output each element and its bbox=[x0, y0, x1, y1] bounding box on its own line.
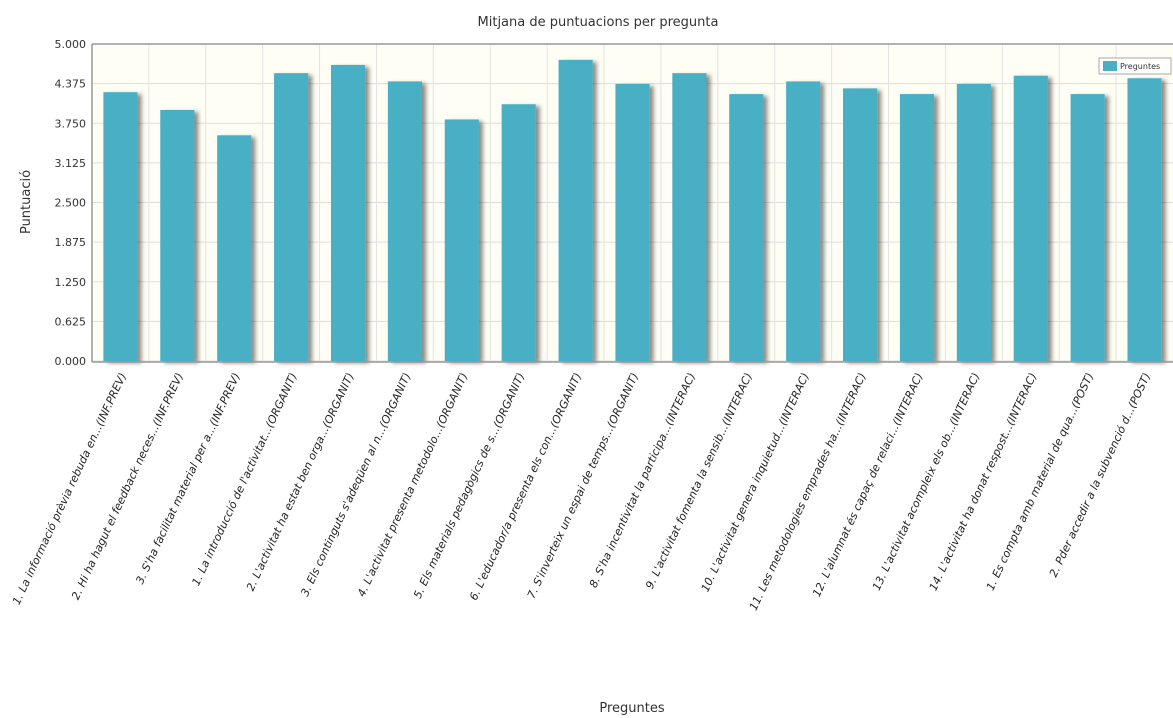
x-tick-label: 1. La introducció de l'activitat...(ORGA… bbox=[189, 371, 299, 588]
bar[interactable] bbox=[729, 94, 764, 361]
x-tick-label: 1. Es compta amb material de qua...(POST… bbox=[984, 371, 1097, 593]
bar[interactable] bbox=[160, 109, 195, 361]
x-tick-label: 4. L'activitat presenta metodolo...(ORGA… bbox=[355, 371, 471, 599]
x-tick-label: 1. La informació prèvia rebuda en...(INF… bbox=[10, 371, 129, 607]
legend-swatch bbox=[1103, 61, 1117, 71]
y-tick-label: 0.625 bbox=[55, 315, 87, 328]
x-tick-label: 2. L'activitat ha estat ben orga...(ORGA… bbox=[244, 371, 357, 593]
chart-title: Mitjana de puntuacions per pregunta bbox=[478, 15, 719, 30]
x-tick-label: 10. L'activitat genera inquietud...(INTE… bbox=[699, 371, 812, 594]
y-tick-labels: 0.000 0.625 1.250 1.875 2.500 3.125 3.750 4.375… bbox=[55, 38, 87, 368]
x-tick-label: 3. S'ha facilitat material per a...(INF.… bbox=[133, 371, 243, 586]
bars bbox=[103, 59, 1162, 362]
bar[interactable] bbox=[672, 73, 707, 361]
bar[interactable] bbox=[217, 135, 252, 361]
axes bbox=[91, 43, 1173, 363]
x-tick-label: 9. L'activitat fomenta la sensib...(INTE… bbox=[643, 371, 755, 591]
y-tick-label: 5.000 bbox=[55, 38, 87, 51]
bar[interactable] bbox=[1013, 75, 1048, 361]
bar[interactable] bbox=[1127, 78, 1162, 362]
x-axis-title: Preguntes bbox=[599, 701, 664, 716]
legend-label: Preguntes bbox=[1120, 62, 1160, 71]
bar[interactable] bbox=[786, 81, 821, 361]
x-tick-label: 8. S'ha incentivitat la participa...(INT… bbox=[587, 371, 698, 590]
y-tick-label: 4.375 bbox=[55, 78, 87, 91]
x-tick-label: 11. Les metodologies emprades ha...(INTE… bbox=[747, 371, 869, 613]
x-tick-label: 13. L'activitat acompleix els ob...(INTE… bbox=[870, 371, 983, 593]
bar[interactable] bbox=[615, 83, 650, 361]
bar[interactable] bbox=[558, 59, 593, 361]
bar[interactable] bbox=[956, 83, 991, 361]
legend: Preguntes bbox=[1098, 57, 1172, 75]
y-tick-label: 2.500 bbox=[55, 197, 87, 210]
bar[interactable] bbox=[444, 119, 479, 361]
y-tick-label: 1.875 bbox=[55, 236, 87, 249]
x-tick-label: 7. S'inverteix un espai de temps...(ORGA… bbox=[525, 371, 641, 601]
x-tick-label: 2. Pder accedir a la subvenció d...(POST… bbox=[1047, 371, 1153, 579]
y-tick-label: 0.000 bbox=[55, 355, 87, 368]
y-tick-label: 3.125 bbox=[55, 157, 87, 170]
bar[interactable] bbox=[274, 73, 309, 361]
y-tick-label: 1.250 bbox=[55, 276, 87, 289]
bar[interactable] bbox=[330, 64, 366, 361]
bar[interactable] bbox=[899, 94, 935, 361]
x-tick-label: 5. Els materials pedagògics de s...(ORGA… bbox=[411, 371, 527, 601]
bar[interactable] bbox=[843, 88, 878, 361]
x-tick-labels: 1. La informació prèvia rebuda en...(INF… bbox=[10, 371, 1153, 613]
y-axis-title: Puntuació bbox=[19, 170, 34, 234]
bar[interactable] bbox=[1070, 94, 1105, 361]
y-tick-label: 3.750 bbox=[55, 117, 87, 130]
x-tick-label: 2. Hi ha hagut el feedback neces...(INF.… bbox=[69, 371, 186, 602]
bar[interactable] bbox=[501, 104, 536, 361]
x-tick-label: 3. Els continguts s'adeqüen al n...(ORGA… bbox=[298, 371, 413, 599]
bar[interactable] bbox=[103, 92, 138, 362]
bar[interactable] bbox=[387, 81, 422, 361]
x-tick-label: 12. L'alumnat és capaç de relaci...(INTE… bbox=[810, 371, 926, 599]
x-tick-label: 6. L'educador/a presenta els con...(ORGA… bbox=[467, 371, 584, 603]
x-tick-label: 14. L'activitat ha donat respost...(INTE… bbox=[927, 371, 1040, 593]
